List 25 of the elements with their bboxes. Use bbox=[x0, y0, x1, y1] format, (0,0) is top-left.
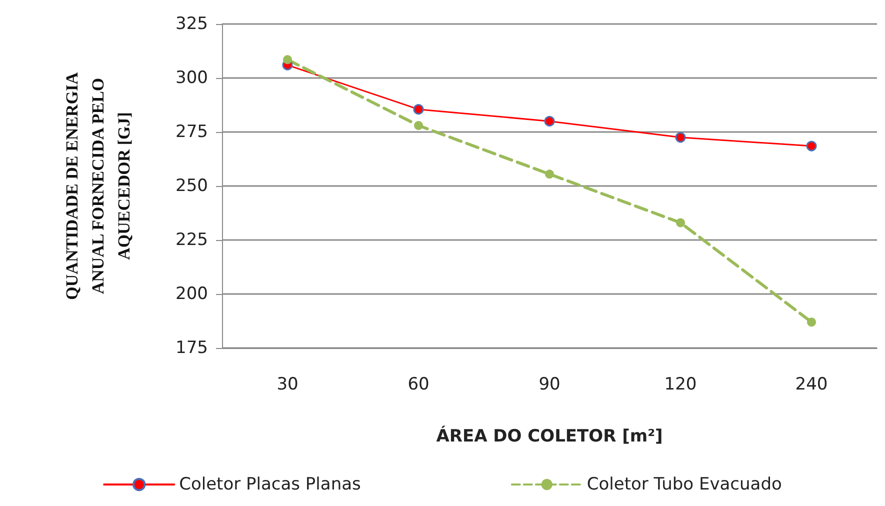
x-tick-label: 30 bbox=[276, 374, 298, 394]
point bbox=[283, 55, 292, 64]
point bbox=[414, 121, 423, 130]
x-axis-title: ÁREA DO COLETOR [m²] bbox=[436, 426, 663, 446]
y-tick-label: 200 bbox=[176, 284, 208, 304]
x-tick-label: 60 bbox=[408, 374, 430, 394]
legend-label: Coletor Tubo Evacuado bbox=[586, 474, 782, 494]
y-tick-label: 250 bbox=[176, 176, 208, 196]
y-tick-label: 225 bbox=[176, 230, 208, 250]
y-tick-label: 325 bbox=[176, 14, 208, 34]
y-tick-label: 275 bbox=[176, 122, 208, 142]
x-tick-label: 90 bbox=[538, 374, 560, 394]
point bbox=[676, 218, 685, 228]
y-tick-label: 300 bbox=[176, 68, 208, 88]
point bbox=[807, 318, 816, 327]
point bbox=[413, 104, 424, 115]
legend-label: Coletor Placas Planas bbox=[179, 474, 362, 494]
y-axis-title: QUANTIDADE DE ENERGIA ANUAL FORNECIDA PELO AQUECEDOR [GJ] bbox=[62, 71, 134, 300]
x-tick-label: 240 bbox=[795, 374, 828, 394]
point bbox=[545, 170, 554, 179]
point bbox=[544, 116, 555, 126]
y-tick-label: 175 bbox=[176, 338, 208, 358]
point bbox=[806, 140, 817, 152]
x-tick-label: 120 bbox=[664, 374, 697, 394]
point bbox=[675, 132, 686, 143]
